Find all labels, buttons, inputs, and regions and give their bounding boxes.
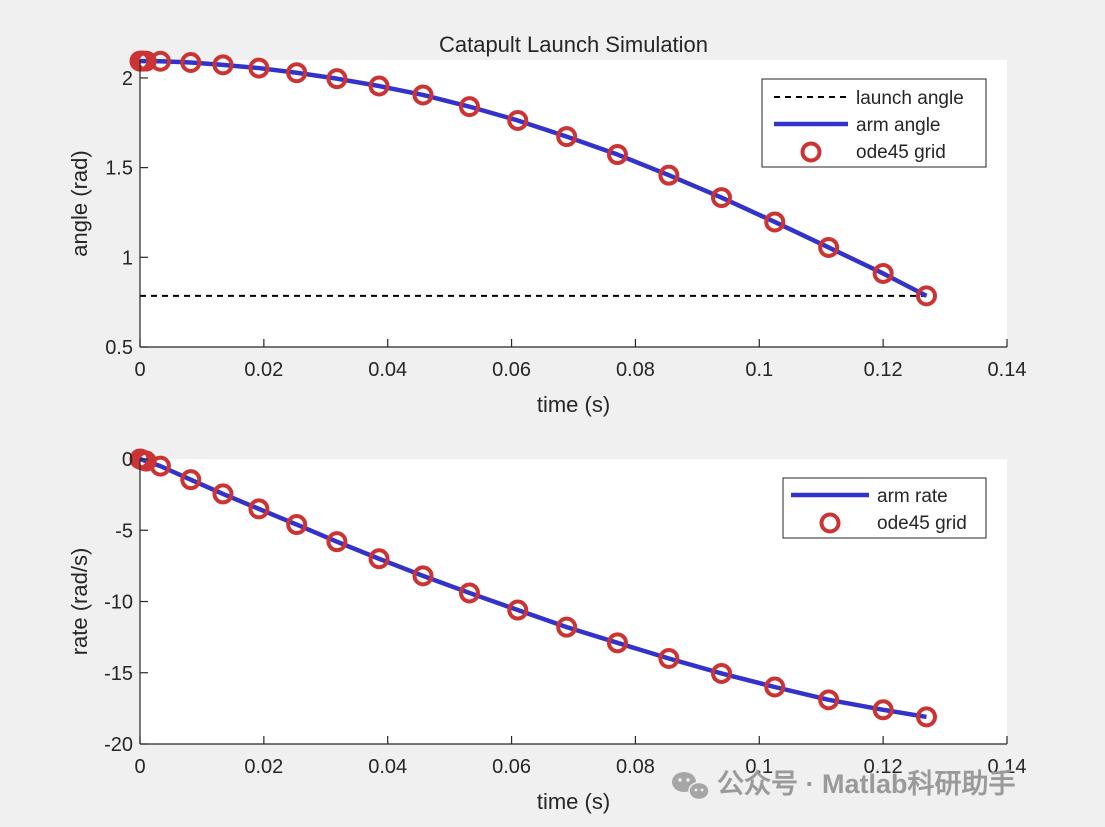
angle-ode45-grid-marker bbox=[180, 52, 202, 74]
rate-ode45-grid-marker bbox=[556, 616, 578, 638]
rate-x-tick-label: 0.12 bbox=[864, 756, 903, 778]
rate-y-tick-label: -10 bbox=[104, 592, 133, 614]
angle-ode45-grid-marker bbox=[711, 187, 733, 209]
rate-y-axis-label: rate (rad/s) bbox=[67, 548, 92, 656]
angle-y-axis-label: angle (rad) bbox=[67, 150, 92, 256]
rate-ode45-grid-marker bbox=[872, 699, 894, 721]
angle-ode45-grid-marker bbox=[149, 50, 171, 72]
angle-x-tick-label: 0.02 bbox=[244, 359, 283, 381]
wechat-icon bbox=[672, 772, 710, 801]
angle-ode45-grid-marker bbox=[412, 84, 434, 106]
angle-y-tick-label: 1.5 bbox=[105, 158, 133, 180]
angle-ode45-grid-marker bbox=[556, 126, 578, 148]
angle-x-tick-label: 0.06 bbox=[492, 359, 531, 381]
angle-ode45-grid-marker bbox=[872, 262, 894, 284]
rate-ticks: 0 0.02 0.04 0.06 0.08 0.1 0.12 0.14 -20 -15 -10 -5 0 bbox=[104, 449, 1026, 778]
rate-y-tick-label: -20 bbox=[104, 734, 133, 756]
angle-x-tick-label: 0.14 bbox=[988, 359, 1027, 381]
rate-ode45-grid-marker bbox=[326, 531, 348, 553]
rate-ode45-grid-marker bbox=[248, 498, 270, 520]
rate-ode45-grid-marker bbox=[368, 548, 390, 570]
angle-legend-launch-angle-label: launch angle bbox=[856, 88, 964, 109]
angle-ode45-grid-marker bbox=[368, 75, 390, 97]
angle-legend: launch angle arm angle ode45 grid bbox=[761, 78, 987, 168]
rate-ode45-grid-marker bbox=[507, 599, 529, 621]
angle-x-tick-label: 0.1 bbox=[745, 359, 773, 381]
angle-ode45-grid-marker bbox=[507, 109, 529, 131]
rate-ode45-grid-marker bbox=[458, 582, 480, 604]
rate-subplot: 0 0.02 0.04 0.06 0.08 0.1 0.12 0.14-20-15-10-50… bbox=[67, 448, 1026, 814]
angle-y-tick-label: 1 bbox=[122, 247, 133, 269]
angle-ode45-grid-marker bbox=[915, 285, 937, 307]
watermark-text: 公众号 · Matlab科研助手 bbox=[717, 769, 1016, 799]
angle-x-tick-label: 0.08 bbox=[616, 359, 655, 381]
angle-ode45-grid-marker bbox=[818, 236, 840, 258]
angle-y-tick-label: 0.5 bbox=[105, 337, 133, 359]
angle-ode45-grid-marker bbox=[212, 54, 234, 76]
rate-ode45-grid-marker bbox=[915, 706, 937, 728]
rate-ode45-grid-marker bbox=[180, 469, 202, 491]
angle-y-tick-label: 2 bbox=[122, 68, 133, 90]
rate-ode45-grid-marker bbox=[818, 689, 840, 711]
angle-x-tick-label: 0.04 bbox=[368, 359, 407, 381]
angle-plot-marks bbox=[129, 50, 937, 307]
watermark: 公众号 · Matlab科研助手 bbox=[672, 769, 1016, 801]
angle-x-axis-label: time (s) bbox=[537, 392, 610, 417]
angle-ode45-grid-marker bbox=[286, 62, 308, 84]
angle-axes-lines bbox=[139, 60, 1007, 348]
rate-y-tick-label: -15 bbox=[104, 663, 133, 685]
rate-x-tick-label: 0 bbox=[134, 756, 145, 778]
angle-ode45-grid-marker bbox=[458, 96, 480, 118]
angle-ode45-grid-marker bbox=[248, 57, 270, 79]
rate-ode45-grid-marker bbox=[764, 676, 786, 698]
angle-ode45-grid-marker bbox=[658, 164, 680, 186]
rate-ode45-grid-marker bbox=[149, 455, 171, 477]
rate-y-tick-label: -5 bbox=[115, 520, 133, 542]
rate-x-tick-label: 0.04 bbox=[368, 756, 407, 778]
rate-ode45-grid-marker bbox=[711, 662, 733, 684]
angle-ode45-grid-marker bbox=[326, 68, 348, 90]
rate-x-tick-label: 0.1 bbox=[745, 756, 773, 778]
rate-y-tick-label: 0 bbox=[122, 449, 133, 471]
rate-legend-ode45-grid-symbol bbox=[819, 512, 841, 534]
angle-ode45-grid-marker bbox=[606, 144, 628, 166]
rate-ode45-grid-marker bbox=[412, 565, 434, 587]
rate-x-tick-label: 0.06 bbox=[492, 756, 531, 778]
angle-ode45-grid-marker bbox=[764, 211, 786, 233]
rate-x-tick-label: 0.08 bbox=[616, 756, 655, 778]
rate-ode45-grid-marker bbox=[658, 648, 680, 669]
rate-x-tick-label: 0.14 bbox=[988, 756, 1027, 778]
rate-legend-box bbox=[782, 477, 987, 539]
angle-legend-ode45-grid-symbol bbox=[800, 141, 822, 163]
rate-ode45-grid-marker bbox=[212, 483, 234, 505]
angle-x-tick-label: 0.12 bbox=[864, 359, 903, 381]
angle-legend-ode45-grid-label: ode45 grid bbox=[856, 142, 946, 163]
rate-legend-ode45-grid-label: ode45 grid bbox=[877, 513, 967, 534]
rate-legend: arm rate ode45 grid bbox=[782, 477, 987, 539]
rate-x-tick-label: 0.02 bbox=[244, 756, 283, 778]
rate-ode45-grid-marker bbox=[606, 632, 628, 654]
rate-ode45-grid-marker bbox=[286, 514, 308, 536]
rate-legend-arm-rate-label: arm rate bbox=[877, 486, 948, 507]
angle-subplot: 0 0.02 0.04 0.06 0.08 0.1 0.12 0.14 0.5 1 1.5 2 Cat… bbox=[67, 32, 1026, 417]
angle-legend-arm-angle-label: arm angle bbox=[856, 115, 941, 136]
rate-x-axis-label: time (s) bbox=[537, 789, 610, 814]
angle-ticks: 0 0.02 0.04 0.06 0.08 0.1 0.12 0.14 0.5 1 1.5 2 bbox=[105, 68, 1026, 381]
chart-title: Catapult Launch Simulation bbox=[439, 32, 708, 57]
angle-ode45-grid-marker bbox=[135, 50, 157, 72]
rate-plot-marks bbox=[129, 448, 937, 728]
angle-x-tick-label: 0 bbox=[134, 359, 145, 381]
